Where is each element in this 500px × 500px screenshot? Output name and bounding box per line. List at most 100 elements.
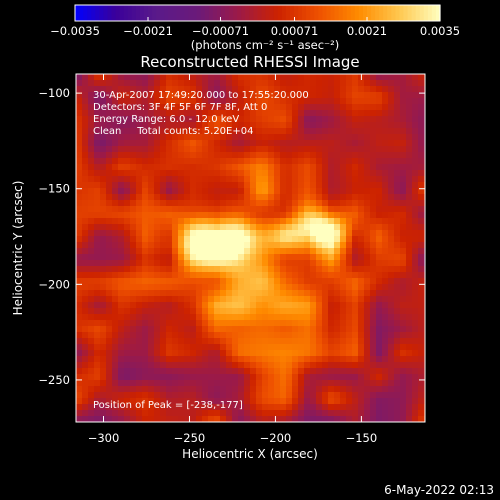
heatmap-cell (136, 80, 143, 87)
heatmap-cell (106, 110, 113, 117)
heatmap-cell (88, 278, 95, 285)
heatmap-cell (382, 194, 389, 201)
colorbar-segment (318, 5, 323, 21)
heatmap-cell (184, 86, 191, 93)
heatmap-cell (316, 416, 323, 422)
heatmap-cell (106, 296, 113, 303)
heatmap-cell (196, 416, 203, 422)
heatmap-cell (382, 338, 389, 345)
heatmap-cell (94, 122, 101, 129)
heatmap-cell (286, 374, 293, 381)
heatmap-cell (262, 350, 269, 357)
heatmap-cell (292, 302, 299, 309)
heatmap-cell (172, 254, 179, 261)
heatmap-cell (388, 236, 395, 243)
heatmap-cell (232, 224, 239, 231)
heatmap-cell (238, 92, 245, 99)
heatmap-cell (130, 314, 137, 321)
heatmap-cell (322, 230, 329, 237)
heatmap-cell (88, 128, 95, 135)
heatmap-cell (274, 140, 281, 147)
heatmap-cell (208, 134, 215, 141)
heatmap-cell (280, 410, 287, 417)
heatmap-cell (160, 170, 167, 177)
heatmap-cell (124, 386, 131, 393)
heatmap-cell (112, 398, 119, 405)
heatmap-cell (298, 362, 305, 369)
heatmap-cell (304, 86, 311, 93)
heatmap-cell (322, 146, 329, 153)
heatmap-cell (82, 74, 89, 81)
heatmap-cell (400, 110, 407, 117)
heatmap-cell (76, 326, 83, 333)
heatmap-cell (190, 416, 197, 422)
heatmap-cell (148, 140, 155, 147)
heatmap-cell (136, 278, 143, 285)
heatmap-cell (280, 218, 287, 225)
heatmap-cell (262, 284, 269, 291)
heatmap-cell (412, 266, 419, 273)
heatmap-cell (172, 386, 179, 393)
colorbar-segment (111, 5, 117, 21)
heatmap-cell (322, 110, 329, 117)
heatmap-cell (256, 398, 263, 405)
heatmap-cell (226, 326, 233, 333)
heatmap-cell (298, 386, 305, 393)
heatmap-cell (148, 110, 155, 117)
heatmap-cell (232, 290, 239, 297)
heatmap-cell (124, 296, 131, 303)
heatmap-cell (304, 224, 311, 231)
heatmap-cell (364, 386, 371, 393)
heatmap-cell (370, 314, 377, 321)
heatmap-cell (130, 404, 137, 411)
heatmap-cell (100, 92, 107, 99)
heatmap-cell (310, 356, 317, 363)
heatmap-cell (130, 230, 137, 237)
heatmap-cell (160, 194, 167, 201)
heatmap-cell (298, 110, 305, 117)
heatmap-cell (220, 182, 227, 189)
heatmap-cell (202, 218, 209, 225)
heatmap-cell (172, 308, 179, 315)
heatmap-cell (304, 158, 311, 165)
heatmap-cell (388, 74, 395, 81)
heatmap-cell (136, 380, 143, 387)
heatmap-cell (226, 128, 233, 135)
heatmap-cell (154, 86, 161, 93)
heatmap-cell (328, 146, 335, 153)
heatmap-cell (418, 86, 425, 93)
heatmap-cell (418, 392, 425, 399)
heatmap-cell (370, 392, 377, 399)
heatmap-cell (382, 176, 389, 183)
heatmap-cell (112, 146, 119, 153)
heatmap-cell (406, 164, 413, 171)
heatmap-cell (178, 80, 185, 87)
heatmap-cell (232, 254, 239, 261)
heatmap-cell (382, 314, 389, 321)
heatmap-cell (394, 146, 401, 153)
heatmap-cell (304, 338, 311, 345)
heatmap-cell (370, 116, 377, 123)
heatmap-cell (88, 380, 95, 387)
heatmap-cell (166, 386, 173, 393)
heatmap-cell (238, 176, 245, 183)
heatmap-cell (334, 176, 341, 183)
heatmap-cell (340, 158, 347, 165)
heatmap-cell (154, 110, 161, 117)
colorbar-segment (289, 5, 295, 21)
heatmap-cell (334, 122, 341, 129)
heatmap-cell (190, 230, 197, 237)
heatmap-cell (340, 392, 347, 399)
heatmap-cell (184, 320, 191, 327)
heatmap-cell (142, 92, 149, 99)
heatmap-cell (106, 134, 113, 141)
heatmap-cell (298, 344, 305, 351)
heatmap-cell (292, 350, 299, 357)
heatmap-cell (352, 338, 359, 345)
heatmap-cell (76, 194, 83, 201)
heatmap-cell (172, 260, 179, 267)
heatmap-cell (238, 140, 245, 147)
heatmap-cell (148, 170, 155, 177)
heatmap-cell (154, 278, 161, 285)
heatmap-cell (202, 344, 209, 351)
